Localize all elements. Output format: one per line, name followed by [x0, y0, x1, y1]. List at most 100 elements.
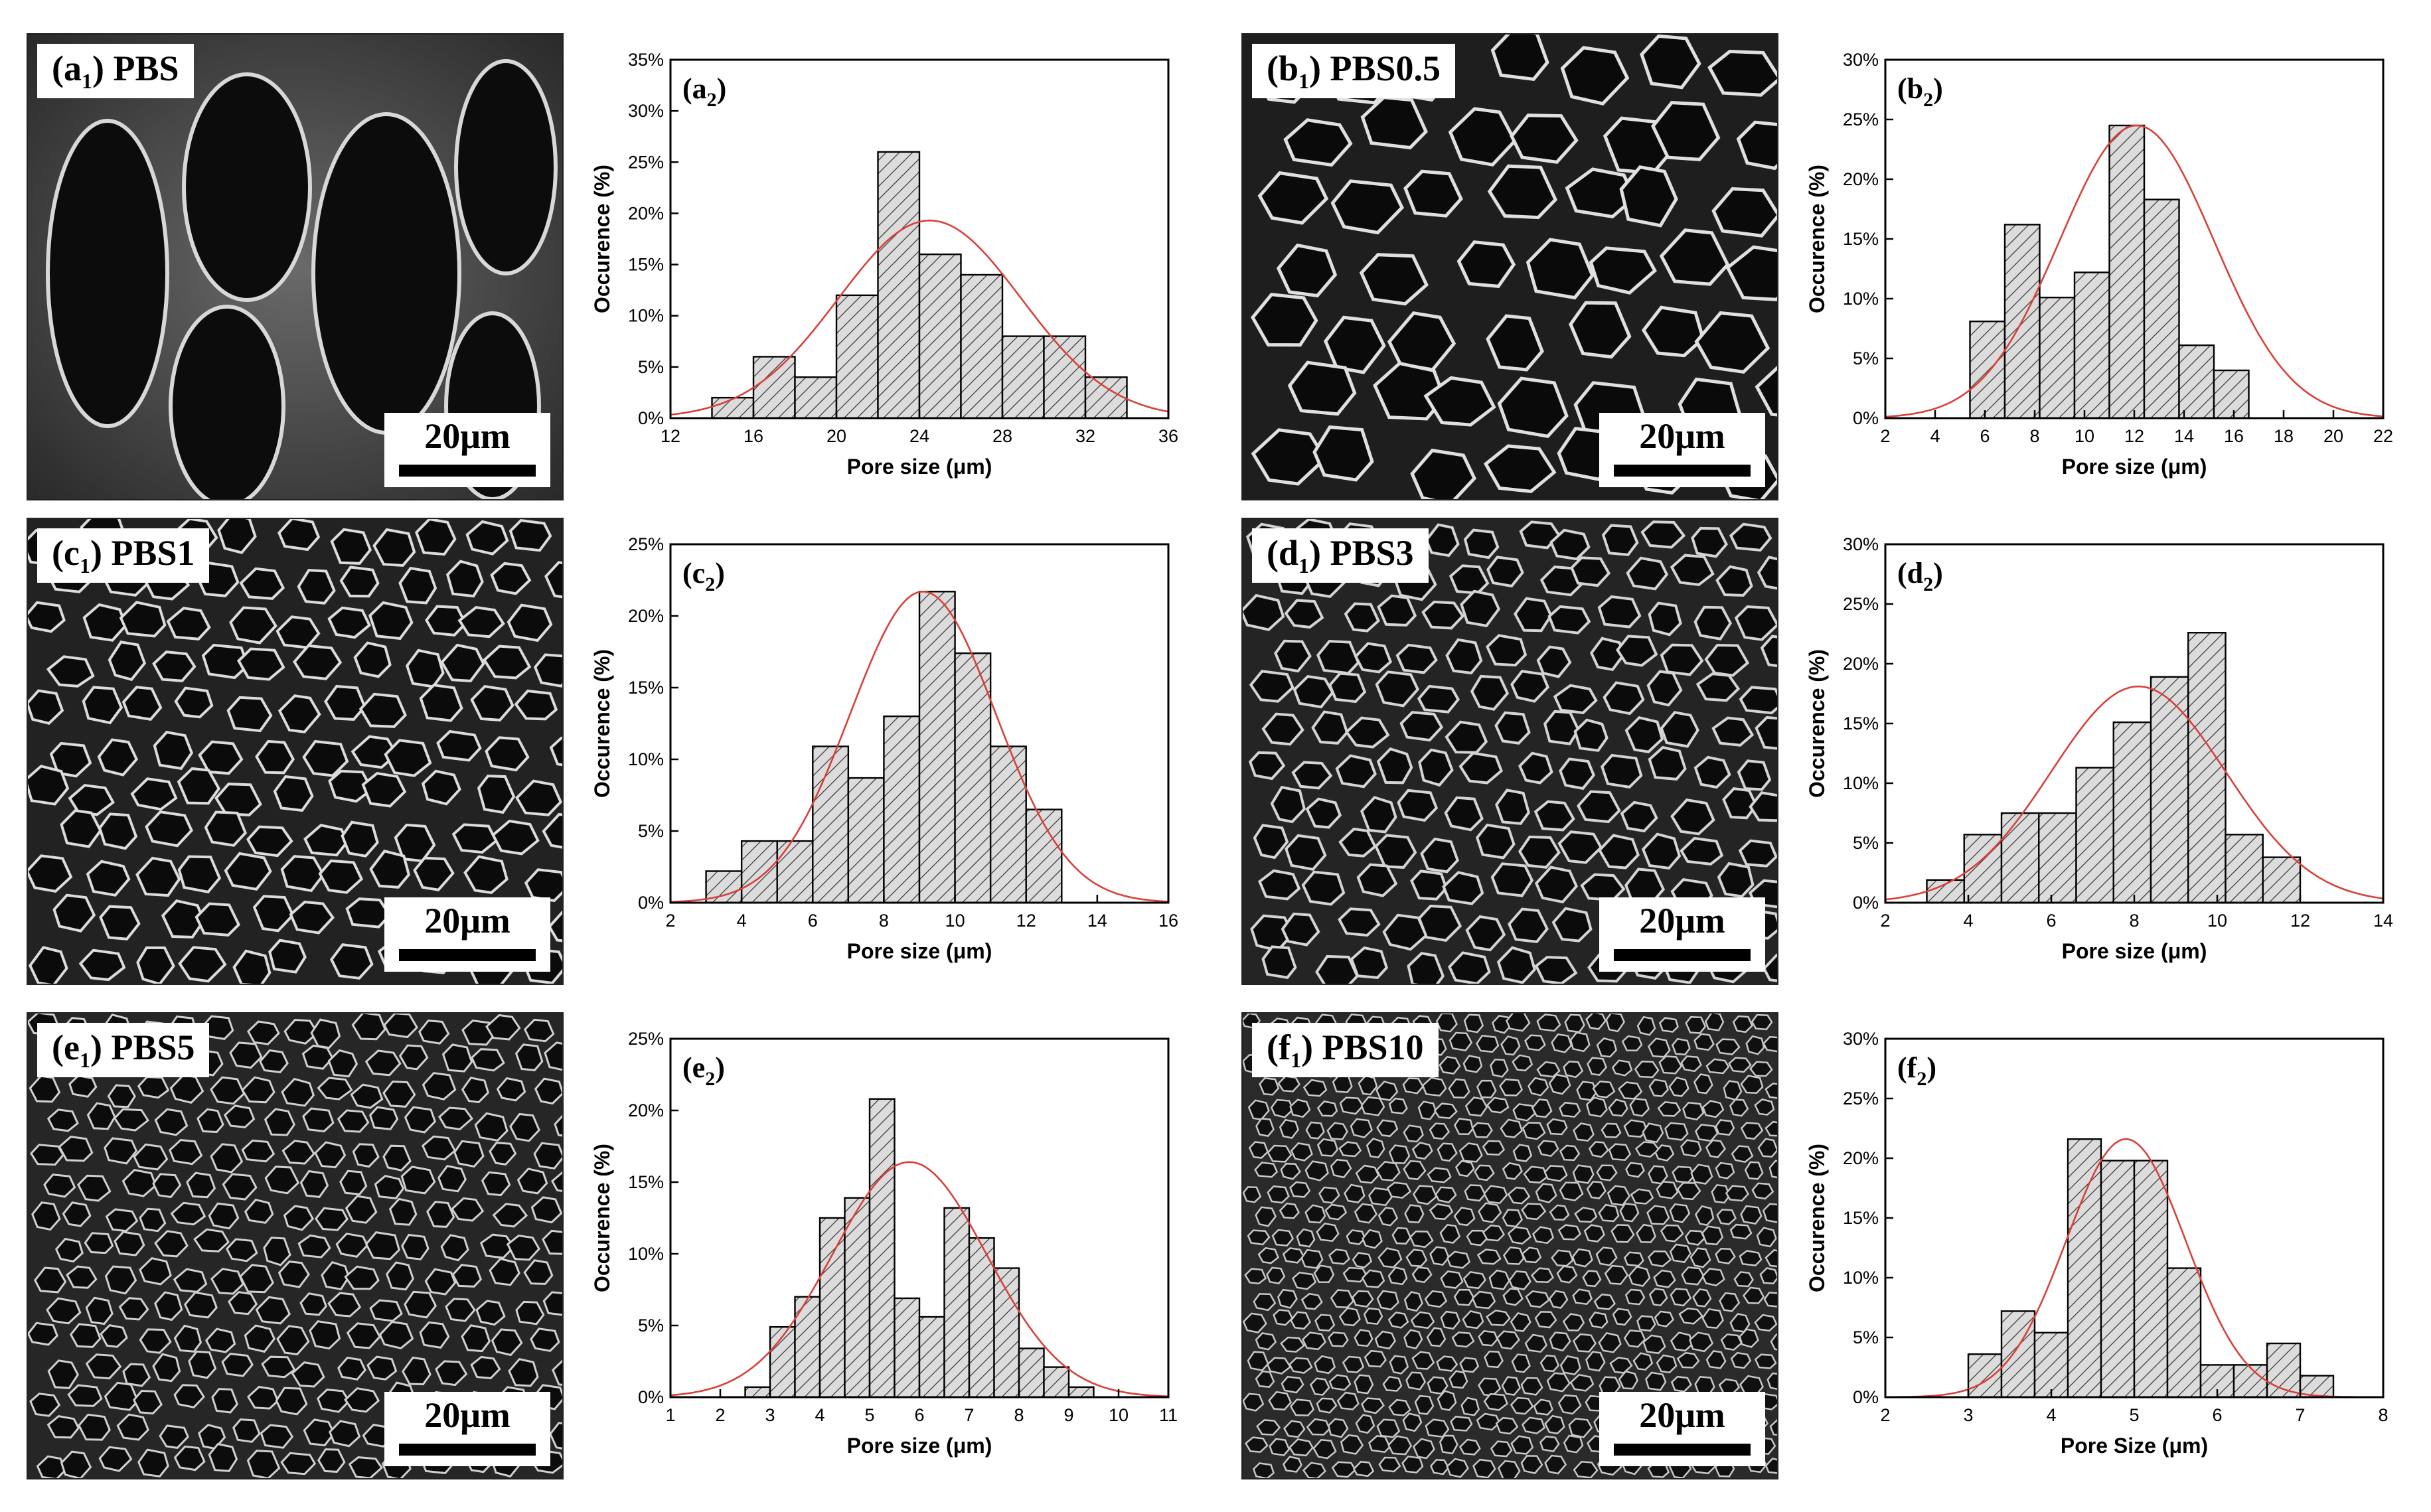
pore-cell	[1669, 1203, 1691, 1223]
pore-cell	[1355, 1414, 1375, 1434]
pore-cell	[1569, 1031, 1591, 1053]
pore-cell	[1256, 1419, 1281, 1436]
pore-cell	[1462, 1055, 1483, 1073]
pore-cell	[1287, 360, 1357, 416]
pore-cell	[1507, 1226, 1531, 1245]
pore-cell	[1444, 796, 1484, 832]
x-tick-label: 1	[665, 1405, 675, 1425]
sem-image-f1: (f1) PBS10 20μm	[1241, 1012, 1778, 1479]
pore-cell	[85, 1353, 122, 1380]
pore-cell	[1362, 1229, 1383, 1249]
plot-frame	[669, 543, 1170, 904]
pore-cell	[1289, 1399, 1315, 1416]
x-axis-label: Pore size (μm)	[847, 455, 992, 479]
pore-cell	[1680, 1139, 1702, 1158]
pore-cell	[1604, 1264, 1629, 1285]
pore-cell	[1439, 1434, 1458, 1455]
x-tick-label: 4	[737, 911, 747, 931]
histogram-bar	[2000, 812, 2040, 904]
pore-cell	[1531, 1098, 1553, 1118]
pore-cell	[1551, 1033, 1573, 1053]
pore-cell	[221, 1353, 254, 1377]
pore-cell	[368, 601, 414, 641]
pore-cell	[263, 1237, 291, 1266]
pore-cell	[414, 519, 457, 556]
sem-micrograph-a1	[28, 35, 562, 499]
pore-cell	[1701, 1100, 1725, 1118]
pore-cell	[283, 1018, 319, 1045]
x-tick-label: 2	[665, 911, 675, 931]
pore-cell	[1543, 1165, 1568, 1182]
pore-cell	[1563, 1061, 1584, 1079]
pore-cell	[337, 1356, 366, 1381]
pore-cell	[1560, 46, 1630, 106]
pore-cell	[327, 1292, 362, 1318]
pore-cell	[1625, 1162, 1645, 1178]
pore-cell	[1626, 556, 1669, 591]
pore-cell	[226, 696, 273, 733]
pore-cell	[1739, 1250, 1763, 1266]
pore-cell	[108, 641, 147, 682]
chart-svg: 12 16 20 24 28 32 36 0% 5% 10% 15% 20% 25% 30% 35% Pore…	[590, 50, 1178, 479]
y-axis-label: Occurence (%)	[1805, 649, 1829, 798]
pore-cell	[341, 820, 379, 858]
pore-cell	[1483, 1393, 1509, 1411]
pore-cell	[1689, 1247, 1711, 1268]
pore-cell	[1437, 1142, 1458, 1162]
pore-cell	[210, 1076, 246, 1105]
pore-cell	[1744, 1161, 1764, 1180]
pore-cell	[1487, 164, 1558, 220]
histogram-bar	[819, 1217, 846, 1399]
pore-cell	[1330, 179, 1405, 235]
pore-cell	[1495, 789, 1530, 825]
pore-cell	[1512, 1103, 1536, 1122]
x-tick-label: 12	[1016, 911, 1036, 931]
y-tick-label: 0%	[1853, 1387, 1879, 1407]
pore-cell	[1388, 1144, 1411, 1164]
pore-cell	[1247, 1351, 1269, 1371]
pore-cell	[1424, 1290, 1448, 1308]
pore-cell	[1760, 635, 1777, 668]
pore-cell	[1636, 1016, 1656, 1036]
pore-cell	[154, 1291, 183, 1322]
pore-cell	[193, 1228, 230, 1252]
pore-cell	[116, 1413, 149, 1441]
pore-cell	[1754, 1098, 1775, 1116]
pore-cell	[554, 1114, 562, 1137]
histogram-bar	[2166, 1267, 2202, 1399]
pore-cell	[1330, 1158, 1352, 1179]
histogram-bar	[943, 1207, 971, 1399]
pore-cell	[1496, 946, 1536, 984]
pore-cell	[77, 1174, 112, 1202]
y-tick-label: 20%	[1843, 169, 1879, 189]
pore-cell	[1768, 1160, 1777, 1179]
pore-cell	[1484, 1350, 1504, 1369]
pore-cell	[1733, 1271, 1754, 1288]
pore-cell	[496, 1077, 526, 1102]
pore-cell	[1611, 1059, 1633, 1077]
pore-cell	[1636, 1223, 1656, 1243]
pore-cell	[1472, 1458, 1496, 1478]
pore-cell	[374, 1174, 405, 1199]
pore-cell	[78, 948, 126, 982]
histogram-bar	[918, 1316, 945, 1399]
panel-label: (d2)	[1897, 557, 1943, 595]
x-tick-label: 4	[1930, 426, 1940, 446]
pore-cell	[1464, 1096, 1488, 1117]
chart-svg: 2 3 4 5 6 7 8 0% 5% 10% 15% 20% 25% 30% Pore Size (μm)…	[1805, 1029, 2389, 1458]
pore-cell	[364, 1231, 400, 1260]
x-tick-label: 3	[765, 1405, 775, 1425]
pore-cell	[223, 1104, 256, 1128]
pore-cell	[1732, 1015, 1753, 1033]
pore-cell	[1355, 1164, 1379, 1184]
pore-cell	[398, 566, 437, 605]
pore-cell	[1524, 1333, 1548, 1353]
histogram-bar	[1043, 1366, 1070, 1399]
pore-cell	[1694, 311, 1770, 374]
x-tick-label: 2	[1880, 1405, 1890, 1425]
pore-cell	[152, 1173, 182, 1199]
x-tick-label: 20	[2323, 426, 2343, 446]
pore-cell	[1660, 1224, 1684, 1243]
pore-cell	[184, 1291, 218, 1319]
x-tick-label: 8	[879, 911, 889, 931]
